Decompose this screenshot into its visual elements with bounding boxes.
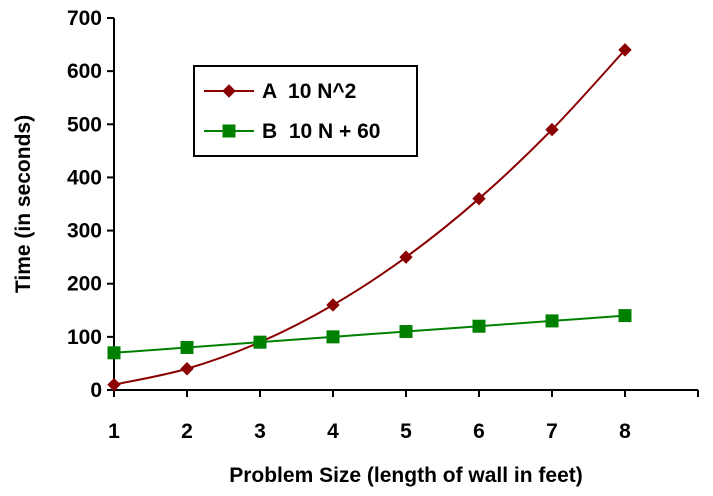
- x-tick-label: 8: [619, 420, 631, 443]
- data-point: [618, 43, 632, 57]
- y-tick-label: 400: [67, 166, 102, 189]
- y-tick-label: 700: [67, 7, 102, 30]
- y-tick-label: 200: [67, 273, 102, 296]
- legend-label: A 10 N^2: [262, 80, 356, 103]
- data-point: [180, 340, 194, 354]
- series-line: [113, 314, 626, 354]
- legend-item: A 10 N^2: [204, 80, 356, 103]
- data-point: [472, 191, 486, 206]
- legend: A 10 N^2 B 10 N + 60: [193, 65, 418, 157]
- data-point: [399, 250, 413, 264]
- legend-item: B 10 N + 60: [204, 120, 380, 143]
- series-b: [107, 309, 632, 360]
- x-tick-label: 5: [400, 420, 412, 443]
- data-point: [326, 330, 340, 344]
- data-point: [545, 314, 559, 328]
- data-point: [472, 319, 486, 333]
- y-tick-label: 300: [67, 220, 102, 243]
- x-tick-label: 2: [181, 420, 193, 443]
- y-tick-label: 500: [67, 113, 102, 136]
- series-layer: [107, 43, 632, 392]
- data-point: [107, 377, 121, 392]
- data-point: [253, 335, 267, 349]
- legend-marker: [222, 84, 236, 98]
- legend-label: B 10 N + 60: [262, 120, 380, 143]
- x-tick-label: 6: [473, 420, 485, 443]
- data-point: [326, 298, 340, 312]
- x-axis-title: Problem Size (length of wall in feet): [229, 464, 583, 487]
- x-ticks: 1 2 3 4 5 6 7 8: [108, 390, 699, 443]
- y-tick-label: 600: [67, 60, 102, 83]
- y-axis-title: Time (in seconds): [12, 115, 35, 293]
- x-tick-label: 7: [546, 420, 558, 443]
- y-tick-label: 0: [90, 379, 102, 402]
- y-ticks: 0 100 200 300 400 500 600 700: [67, 7, 114, 402]
- x-tick-label: 3: [254, 420, 266, 443]
- legend-marker: [222, 124, 236, 138]
- y-tick-label: 100: [67, 326, 102, 349]
- legend-box: [193, 65, 418, 157]
- data-point: [180, 362, 194, 376]
- data-point: [618, 309, 632, 323]
- x-tick-label: 1: [108, 420, 120, 443]
- data-point: [545, 122, 559, 137]
- x-tick-label: 4: [327, 420, 339, 443]
- data-point: [399, 325, 413, 339]
- data-point: [107, 346, 121, 360]
